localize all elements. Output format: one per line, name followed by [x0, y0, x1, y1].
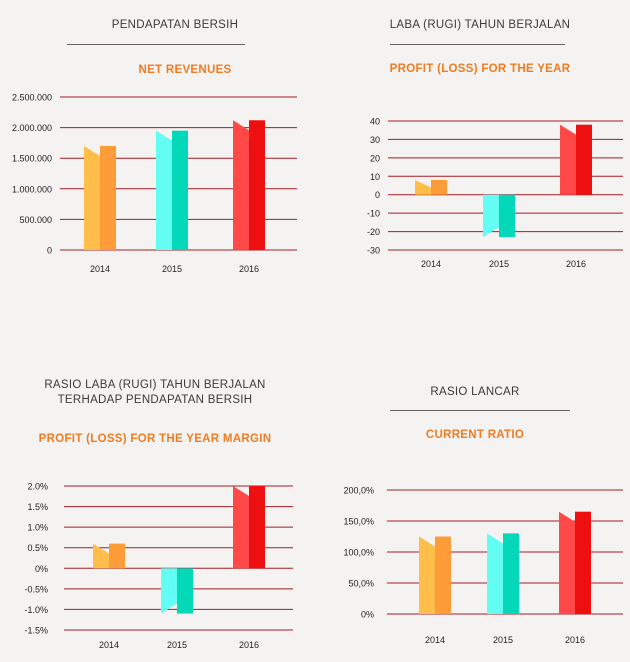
chart-subtitle: CURRENT RATIO: [425, 429, 525, 441]
bar-front-face: [415, 179, 431, 195]
bar-front-face: [487, 533, 503, 614]
chart-title-line-2: TERHADAP PENDAPATAN BERSIH: [57, 394, 253, 406]
y-tick-label: -20: [367, 227, 380, 237]
title-divider: [67, 44, 245, 45]
bar-2015: [161, 568, 193, 614]
y-tick-label: 200,0%: [343, 486, 374, 496]
chart-panel-current-ratio: RASIO LANCAR CURRENT RATIO 200,0% 150,0% 1…: [320, 370, 630, 662]
x-category-label: 2014: [99, 640, 119, 650]
y-tick-label: 0: [375, 190, 380, 200]
chart-subtitle: PROFIT (LOSS) FOR THE YEAR MARGIN: [38, 433, 272, 445]
y-tick-label: 50,0%: [348, 579, 374, 589]
bar-2015: [156, 130, 188, 250]
bar-side-face: [431, 179, 447, 195]
y-tick-label: 150,0%: [343, 517, 374, 527]
x-category-label: 2016: [565, 635, 585, 645]
chart-title: LABA (RUGI) TAHUN BERJALAN: [389, 19, 571, 31]
x-category-label: 2014: [90, 264, 110, 274]
bar-side-face: [576, 124, 592, 195]
bar-front-face: [233, 120, 249, 250]
y-tick-label: 0%: [361, 610, 374, 620]
bar-2014: [84, 145, 116, 250]
bar-2016: [233, 486, 265, 569]
x-category-label: 2016: [566, 259, 586, 269]
bar-2016: [560, 124, 592, 195]
bar-side-face: [503, 533, 519, 614]
current-ratio-chart: 200,0% 150,0% 100,0% 50,0% 0% 2014 2015 2016: [343, 486, 623, 645]
bar-front-face: [483, 194, 499, 238]
x-category-label: 2016: [239, 264, 259, 274]
y-tick-label: 100,0%: [343, 548, 374, 558]
bar-side-face: [249, 486, 265, 569]
y-tick-label: 1.000.000: [12, 184, 52, 194]
profit-loss-chart: 40 30 20 10 0 -10 -20 -30 2014 2015 2016: [367, 117, 623, 269]
y-tick-label: 500.000: [19, 215, 52, 225]
y-tick-label: 2.500.000: [12, 93, 52, 103]
y-tick-label: -0.5%: [24, 584, 48, 594]
y-tick-label: 0: [47, 246, 52, 256]
bar-2016: [233, 120, 265, 250]
x-category-label: 2015: [167, 640, 187, 650]
bar-front-face: [233, 486, 249, 569]
net-revenues-chart: 2.500.000 2.000.000 1.500.000 1.000.000 500.…: [12, 93, 297, 274]
bar-front-face: [559, 511, 575, 614]
bar-front-face: [419, 536, 435, 614]
title-divider: [390, 44, 565, 45]
bar-side-face: [177, 568, 193, 614]
bar-side-face: [172, 130, 188, 250]
y-tick-label: 0%: [35, 564, 48, 574]
bar-2014: [93, 543, 125, 569]
x-category-label: 2015: [162, 264, 182, 274]
bar-front-face: [161, 568, 177, 614]
chart-panel-net-revenues: PENDAPATAN BERSIH NET REVENUES 2.500.000…: [0, 0, 310, 290]
bar-2014: [419, 536, 451, 614]
profit-margin-chart: 2.0% 1.5% 1.0% 0.5% 0% -0.5% -1.0% -1.5% 2014 201…: [24, 482, 293, 650]
bar-2015: [483, 194, 515, 238]
bar-side-face: [575, 511, 591, 614]
bar-front-face: [560, 124, 576, 195]
y-tick-label: 20: [370, 153, 380, 163]
y-tick-label: -10: [367, 209, 380, 219]
bar-2015: [487, 533, 519, 614]
x-category-label: 2016: [239, 640, 259, 650]
y-tick-label: 1.500.000: [12, 154, 52, 164]
bar-side-face: [100, 145, 116, 250]
bar-front-face: [84, 145, 100, 250]
bar-side-face: [249, 120, 265, 250]
chart-title: PENDAPATAN BERSIH: [111, 19, 239, 31]
y-tick-label: 10: [370, 172, 380, 182]
y-tick-label: -30: [367, 246, 380, 256]
y-tick-label: 40: [370, 117, 380, 127]
y-tick-label: 1.5%: [27, 502, 48, 512]
y-tick-label: 0.5%: [27, 543, 48, 553]
chart-panel-profit-margin: RASIO LABA (RUGI) TAHUN BERJALAN TERHADA…: [0, 370, 310, 662]
y-tick-label: 2.000.000: [12, 123, 52, 133]
bar-side-face: [499, 194, 515, 238]
y-tick-label: -1.0%: [24, 605, 48, 615]
x-category-label: 2015: [489, 259, 509, 269]
bar-side-face: [109, 543, 125, 569]
bar-side-face: [435, 536, 451, 614]
y-tick-label: -1.5%: [24, 626, 48, 636]
chart-subtitle: PROFIT (LOSS) FOR THE YEAR: [389, 63, 571, 75]
x-category-label: 2014: [425, 635, 445, 645]
chart-title: RASIO LANCAR: [430, 386, 520, 398]
chart-title-line-1: RASIO LABA (RUGI) TAHUN BERJALAN: [44, 379, 266, 391]
bar-front-face: [93, 543, 109, 569]
y-tick-label: 30: [370, 135, 380, 145]
bar-2014: [415, 179, 447, 195]
bar-front-face: [156, 130, 172, 250]
chart-subtitle: NET REVENUES: [138, 64, 232, 76]
y-tick-label: 2.0%: [27, 482, 48, 492]
title-divider: [390, 410, 570, 411]
x-category-label: 2015: [493, 635, 513, 645]
bar-2016: [559, 511, 591, 614]
x-category-label: 2014: [421, 259, 441, 269]
chart-panel-profit-loss: LABA (RUGI) TAHUN BERJALAN PROFIT (LOSS)…: [330, 0, 630, 290]
y-tick-label: 1.0%: [27, 523, 48, 533]
